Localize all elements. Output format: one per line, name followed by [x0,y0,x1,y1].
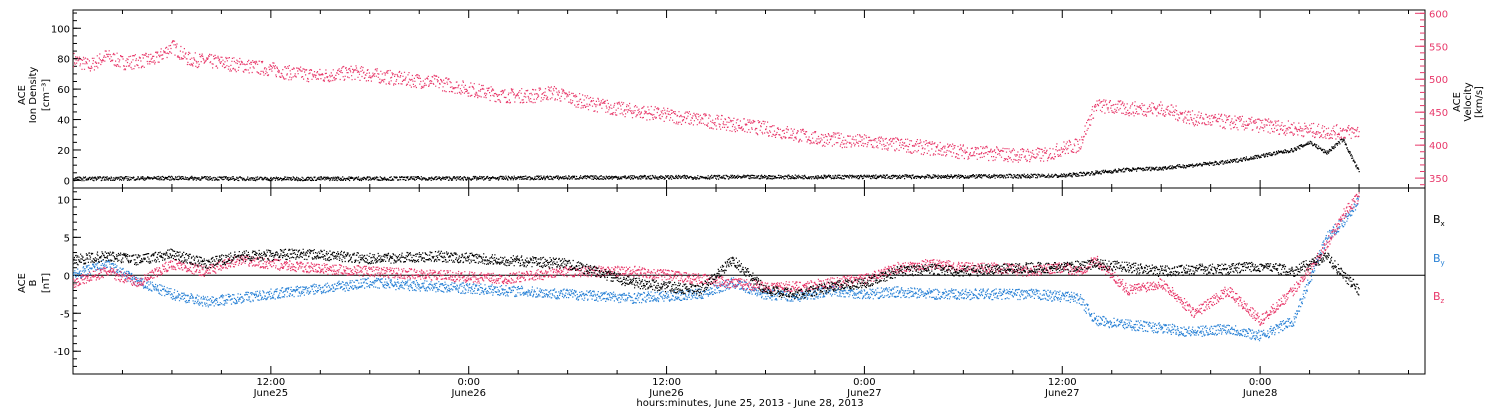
top-left-y-axis: 0 20 40 60 80 100 [51,12,81,187]
legend: Bx By Bz [1433,213,1445,305]
legend-item: By [1433,252,1445,267]
y-tick-label: 60 [57,85,70,96]
x-tick-label: 12:00 [652,377,681,388]
y-tick-label: 20 [57,146,70,157]
x-tick-sublabel: June26 [648,388,684,399]
top-left-label-line-3: [cm⁻³] [41,79,52,111]
top-left-label-line-2: Ion Density [28,67,39,124]
top-right-label-line-3: [km/s] [1474,86,1485,118]
x-tick-label: 0:00 [853,377,875,388]
y-right-tick-label: 550 [1429,42,1448,53]
top-left-axis-label: ACE Ion Density [cm⁻³] [17,67,52,124]
bz-series [73,192,1360,326]
ion-density-series [73,138,1360,182]
y-right-tick-label: 450 [1429,108,1448,119]
bottom-axis-label: ACE B [nT] [17,273,52,293]
legend-item: Bz [1433,290,1445,305]
x-tick-label: 12:00 [1048,377,1077,388]
top-right-label-line-2: Velocity [1463,82,1474,121]
bottom-label-line-3: [nT] [41,273,52,293]
legend-item: Bx [1433,213,1445,228]
bottom-label-line-2: B [28,279,39,286]
x-tick-label: 12:00 [256,377,285,388]
y-right-tick-label: 400 [1429,141,1448,152]
bottom-panel-frame [72,187,1426,375]
y-tick-label: 0 [64,176,70,187]
bottom-label-line-1: ACE [17,273,28,293]
x-tick-sublabel: June27 [846,388,882,399]
y-right-tick-label: 500 [1429,75,1448,86]
top-right-label-line-1: ACE [1452,92,1463,112]
y-tick-label: 80 [57,55,70,66]
y-right-tick-label: 600 [1429,9,1448,20]
y-tick-label: -5 [60,309,70,320]
x-tick-sublabel: June26 [450,388,486,399]
y-right-tick-label: 350 [1429,174,1448,185]
x-tick-sublabel: June27 [1044,388,1080,399]
y-tick-label: 100 [51,24,70,35]
y-tick-label: 5 [64,233,70,244]
bx-series [73,248,1360,300]
x-tick-label: 0:00 [1249,377,1271,388]
top-right-y-axis: 350 400 450 500 550 600 [1415,9,1448,186]
y-tick-label: -10 [54,347,70,358]
by-series [73,195,1360,342]
top-left-label-line-1: ACE [17,85,28,105]
y-tick-label: 0 [64,271,70,282]
top-series-group [73,40,1360,182]
top-right-axis-label: ACE Velocity [km/s] [1452,82,1485,121]
x-axis-title: hours:minutes, June 25, 2013 - June 28, … [636,398,863,409]
bottom-series-group [73,192,1360,342]
x-axis: 12:00June250:00June2612:00June260:00June… [72,10,1410,399]
x-tick-sublabel: June25 [253,388,289,399]
y-tick-label: 40 [57,116,70,127]
x-tick-label: 0:00 [457,377,479,388]
x-tick-sublabel: June28 [1242,388,1278,399]
velocity-series [73,40,1360,163]
y-tick-label: 10 [57,195,70,206]
